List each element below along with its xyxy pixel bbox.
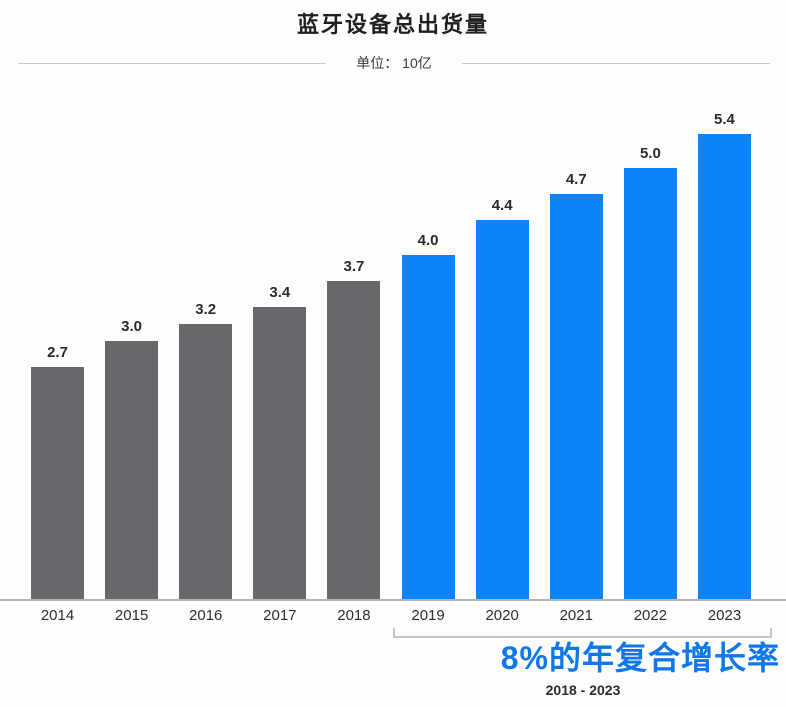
bar-column-2022: 5.0 (623, 145, 677, 601)
subtitle-right-rule (461, 62, 770, 64)
unit-label: 单位： 10亿 (356, 55, 432, 71)
x-axis-label: 2016 (189, 607, 223, 624)
bar-column-2019: 4.0 (401, 232, 455, 601)
bar-column-2016: 3.2 (179, 301, 233, 601)
bar-column-2017: 3.4 (253, 284, 307, 601)
bar (31, 367, 84, 601)
bar (697, 134, 751, 601)
bar (623, 168, 677, 601)
bar-column-2018: 3.7 (327, 258, 381, 601)
bar-value-label: 5.4 (714, 111, 735, 128)
bar-value-label: 3.4 (269, 284, 291, 301)
bar (179, 324, 233, 601)
x-axis-label: 2019 (411, 607, 445, 624)
bar-column-2020: 4.4 (475, 197, 529, 601)
bar-value-label: 3.2 (195, 301, 217, 318)
bar (475, 220, 529, 601)
bar-value-label: 4.0 (417, 232, 439, 249)
x-axis-label: 2021 (559, 607, 593, 624)
chart-title: 蓝牙设备总出货量 (296, 12, 489, 37)
bar (253, 307, 307, 601)
x-axis-label: 2022 (633, 607, 668, 624)
x-axis-label: 2023 (707, 607, 742, 624)
bar-value-label: 3.7 (343, 258, 365, 275)
x-axis-label: 2015 (114, 607, 149, 624)
bar (105, 341, 159, 601)
x-axis-label: 2020 (485, 607, 519, 624)
x-axis-label: 2014 (40, 607, 75, 624)
x-axis-label: 2018 (337, 607, 371, 624)
bar-column-2015: 3.0 (105, 318, 159, 601)
bar-value-label: 3.0 (121, 318, 143, 335)
bar-value-label: 2.7 (47, 344, 68, 361)
bar (549, 194, 603, 601)
cagr-range-label: 2018 - 2023 (545, 682, 621, 698)
x-axis-line (0, 599, 786, 601)
bar-value-label: 4.4 (491, 197, 513, 214)
subtitle-row: 单位： 10亿 (18, 55, 770, 71)
x-axis-label: 2017 (263, 607, 297, 624)
bar-column-2023: 5.4 (697, 111, 751, 601)
x-axis-labels: 2014 2015 2016 2017 2018 2019 2020 2021 2022 2023 (0, 607, 786, 624)
bar (401, 255, 455, 601)
bar-value-label: 4.7 (565, 171, 587, 188)
bar-column-2021: 4.7 (549, 171, 603, 601)
bar-column-2014: 2.7 (31, 344, 84, 601)
bar-chart: 2.7 3.0 3.2 3.4 3.7 4.0 4.4 4.7 5.0 5.4 (0, 100, 786, 601)
subtitle-left-rule (18, 62, 327, 64)
range-bracket (393, 628, 772, 638)
cagr-annotation: 8%的年复合增长率 (500, 640, 780, 676)
bar-value-label: 5.0 (639, 145, 661, 162)
bar (327, 281, 381, 601)
